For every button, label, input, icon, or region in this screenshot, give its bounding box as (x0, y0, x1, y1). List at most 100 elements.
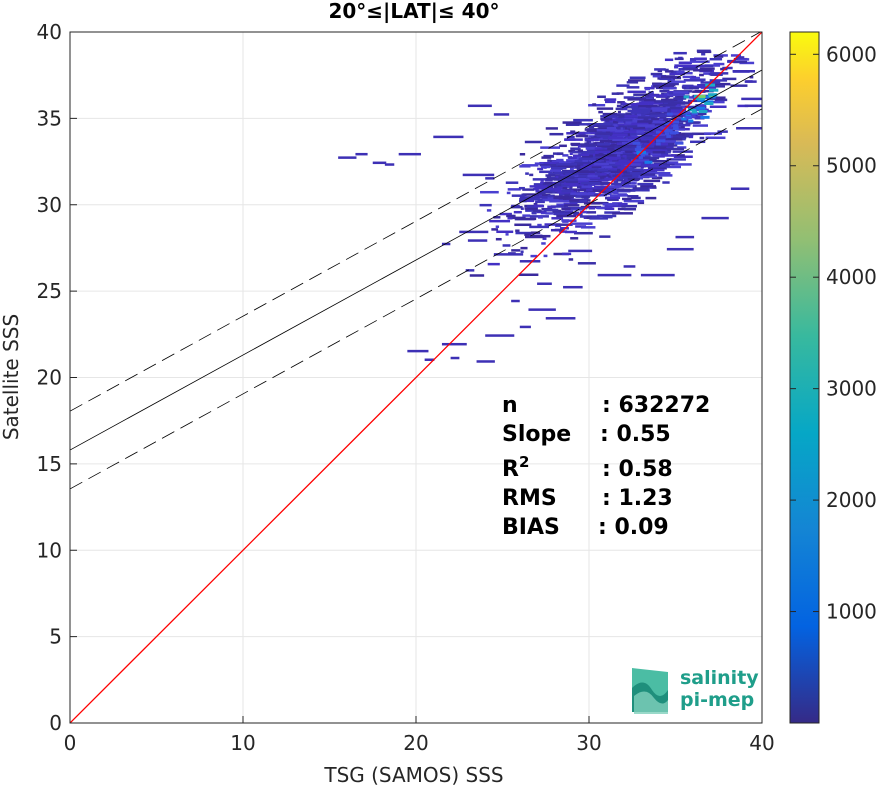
density-streak (604, 192, 612, 196)
density-streak (575, 134, 589, 138)
density-core-cell (656, 142, 661, 146)
colorbar-tick-label: 6000 (826, 42, 877, 66)
stat-label: R2 (502, 453, 529, 482)
density-streak (561, 169, 582, 173)
density-streak (487, 262, 500, 266)
density-streak (700, 86, 717, 89)
density-streak (577, 262, 596, 265)
density-streak (605, 98, 617, 101)
density-streak (589, 154, 593, 158)
density-streak (519, 325, 531, 329)
density-streak (467, 239, 488, 242)
density-streak (652, 74, 667, 78)
density-streak (518, 186, 525, 190)
stat-value: : 0.09 (598, 515, 669, 540)
density-streak (689, 86, 699, 90)
density-streak (645, 196, 657, 200)
density-streak (618, 125, 635, 128)
density-streak (603, 115, 617, 118)
density-streak (674, 64, 692, 67)
density-streak (575, 225, 587, 228)
density-streak (506, 191, 511, 195)
density-core-cell (673, 124, 679, 128)
density-streak (599, 235, 611, 238)
density-streak (535, 200, 545, 204)
density-streak (570, 142, 581, 146)
density-streak (704, 132, 722, 135)
density-streak (485, 334, 515, 337)
density-streak (645, 126, 661, 129)
density-streak (631, 96, 645, 100)
density-streak (657, 131, 672, 134)
density-streak (683, 61, 689, 64)
density-streak (700, 81, 721, 84)
density-streak (575, 195, 584, 198)
density-streak (571, 222, 593, 225)
density-streak (595, 132, 613, 135)
density-streak (709, 79, 728, 82)
density-core-cell (700, 115, 710, 119)
density-streak (600, 176, 606, 179)
density-streak (589, 189, 604, 192)
density-core-cell (681, 117, 687, 121)
density-streak (651, 120, 666, 124)
density-streak (674, 57, 684, 61)
density-streak (626, 156, 642, 160)
density-streak (626, 81, 639, 84)
x-axis-label: TSG (SAMOS) SSS (323, 763, 503, 787)
density-streak (569, 174, 586, 177)
density-streak (573, 213, 583, 216)
density-streak (652, 150, 666, 154)
density-streak (548, 172, 556, 176)
density-streak (586, 188, 593, 192)
density-streak (666, 112, 680, 116)
density-core-cell (673, 127, 679, 131)
density-streak (629, 119, 642, 122)
density-streak (515, 231, 534, 235)
density-core-cell (688, 119, 694, 123)
density-streak (699, 136, 705, 140)
density-streak (645, 127, 659, 131)
density-streak (615, 162, 635, 165)
density-core-cell (638, 156, 643, 160)
density-streak (541, 165, 551, 169)
density-streak (575, 165, 586, 168)
density-core-cell (666, 134, 671, 138)
density-streak (465, 269, 475, 272)
density-streak (555, 223, 573, 226)
density-streak (713, 62, 725, 66)
density-streak (644, 94, 654, 97)
density-streak (599, 190, 606, 194)
density-streak (579, 187, 593, 190)
density-streak (534, 162, 544, 165)
density-streak (640, 273, 675, 277)
density-streak (660, 144, 678, 147)
density-streak (653, 162, 675, 166)
density-streak (654, 100, 675, 103)
density-streak (676, 98, 684, 102)
density-streak (592, 103, 597, 106)
density-streak (532, 178, 549, 181)
density-core-cell (695, 97, 706, 101)
y-tick-label: 35 (37, 106, 62, 130)
stat-value: : 632272 (602, 393, 710, 418)
density-streak (624, 145, 632, 148)
density-streak (699, 67, 715, 70)
density-streak (485, 177, 495, 180)
density-streak (613, 180, 619, 184)
density-streak (588, 194, 601, 197)
colorbar-ticks: 1000 2000 3000 4000 5000 6000 (790, 42, 877, 624)
density-streak (433, 135, 464, 139)
density-streak (533, 183, 549, 186)
density-streak (685, 121, 692, 125)
density-streak (610, 121, 627, 124)
density-streak (662, 181, 670, 184)
stat-value: : 0.55 (600, 422, 671, 447)
density-streak (578, 180, 590, 184)
density-streak (607, 185, 622, 188)
density-streak (530, 254, 538, 258)
density-streak (651, 117, 659, 121)
density-streak (722, 66, 733, 70)
density-streak (588, 206, 596, 210)
density-streak (566, 206, 588, 210)
